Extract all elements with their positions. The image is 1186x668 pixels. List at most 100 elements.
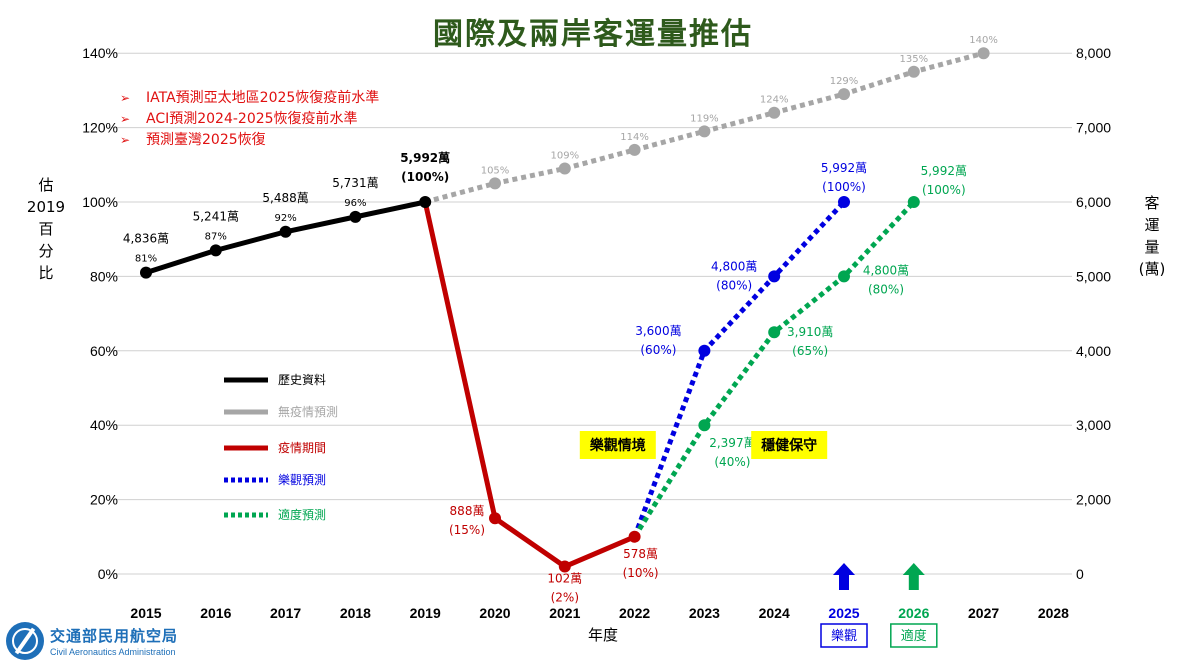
data-label: (100%): [822, 180, 866, 194]
y-left-label-char: 比: [38, 264, 53, 282]
y-right-label-char: 量: [1144, 238, 1159, 256]
data-label: 5,992萬: [821, 161, 867, 175]
logo-name-en: Civil Aeronautics Administration: [50, 647, 176, 657]
data-label: 119%: [690, 113, 719, 124]
y-left-tick-label: 80%: [90, 268, 118, 284]
x-tick-label: 2027: [968, 605, 999, 621]
data-label: 96%: [344, 198, 366, 209]
data-point: [768, 270, 781, 283]
data-point: [558, 162, 571, 175]
x-tick-label: 2026: [898, 605, 929, 621]
y-right-tick-label: 5,000: [1076, 268, 1111, 284]
arrow-bullet-icon: ➢: [120, 112, 131, 126]
scenario-box-label: 樂觀情境: [589, 437, 646, 454]
y-right-tick-label: 4,000: [1076, 343, 1111, 359]
data-label: 4,800萬: [863, 263, 909, 277]
data-label: (40%): [714, 455, 750, 469]
data-label: 3,910萬: [787, 325, 833, 339]
y-left-label-char: 分: [38, 242, 53, 260]
scenario-box-label: 穩健保守: [761, 437, 817, 454]
x-tick-label: 2019: [410, 605, 441, 621]
y-left-label-char: 2019: [27, 198, 65, 216]
x-tick-label: 2022: [619, 605, 650, 621]
x-tick-label: 2021: [549, 605, 580, 621]
data-point: [349, 210, 362, 223]
chart-title: 國際及兩岸客運量推估: [433, 17, 753, 52]
data-label: (100%): [401, 170, 449, 184]
y-right-tick-label: 8,000: [1076, 45, 1111, 61]
data-label: 4,800萬: [711, 259, 757, 273]
legend-label: 適度預測: [278, 507, 326, 522]
legend-label: 無疫情預測: [278, 404, 338, 419]
data-label: (15%): [449, 523, 485, 537]
y-left-tick-label: 40%: [90, 417, 118, 433]
scenario-box: [751, 431, 828, 459]
data-point: [977, 47, 990, 60]
x-tick-label: 2017: [270, 605, 301, 621]
legend-label: 歷史資料: [278, 373, 326, 387]
y-right-label-char: 運: [1144, 216, 1159, 234]
data-point: [489, 177, 501, 190]
data-label: 81%: [135, 254, 157, 265]
data-point: [768, 326, 781, 339]
data-label: (100%): [922, 183, 966, 197]
data-label: 129%: [830, 76, 859, 87]
up-arrow-icon: [833, 563, 855, 590]
data-label: 5,488萬: [262, 191, 308, 205]
data-point: [698, 419, 711, 432]
data-point: [489, 512, 501, 525]
data-label: 5,992萬: [400, 150, 450, 165]
data-point: [838, 88, 850, 101]
data-label: 3,600萬: [635, 324, 681, 338]
data-label: 105%: [481, 165, 510, 176]
recovery-marker-box: [890, 623, 938, 648]
data-label: 109%: [551, 151, 580, 162]
y-left-tick-label: 60%: [90, 343, 118, 359]
caa-seal-icon: [6, 622, 44, 660]
note-item: ➢ IATA預測亞太地區2025恢復疫前水準: [120, 88, 379, 109]
y-right-tick-label: 0: [1076, 566, 1084, 582]
data-point: [628, 530, 641, 543]
caa-logo: 交通部民用航空局 Civil Aeronautics Administratio…: [6, 622, 178, 660]
scenario-box: [579, 431, 656, 459]
data-label: 578萬: [623, 547, 658, 561]
data-point: [698, 125, 711, 138]
data-label: 92%: [274, 213, 296, 224]
up-arrow-icon: [902, 563, 925, 590]
y-right-label-char: 客: [1144, 194, 1159, 212]
recovery-marker-label: 樂觀: [831, 628, 857, 644]
data-point: [279, 225, 292, 238]
data-label: (80%): [868, 282, 904, 296]
data-label: 2,397萬: [709, 436, 755, 450]
x-tick-label: 2015: [130, 605, 161, 621]
x-tick-label: 2020: [479, 605, 510, 621]
y-right-tick-label: 2,000: [1076, 492, 1111, 508]
data-point: [838, 270, 850, 283]
x-axis-label: 年度: [588, 626, 618, 644]
data-point: [838, 196, 850, 208]
series-line-4: [632, 200, 846, 538]
x-tick-label: 2023: [689, 605, 720, 621]
data-point: [558, 560, 571, 573]
data-point: [140, 266, 152, 279]
logo-name-zh: 交通部民用航空局: [50, 627, 179, 645]
y-left-tick-label: 140%: [82, 45, 118, 61]
series-line-5: [632, 200, 916, 539]
recovery-marker-label: 適度: [901, 628, 927, 644]
data-label: 5,992萬: [921, 164, 967, 178]
legend-label: 疫情期間: [278, 440, 326, 455]
data-label: 124%: [760, 95, 789, 106]
x-tick-label: 2016: [200, 605, 231, 621]
x-tick-label: 2028: [1038, 605, 1069, 621]
note-text: 預測臺灣2025恢復: [146, 132, 266, 148]
y-right-tick-label: 7,000: [1076, 120, 1111, 136]
y-left-tick-label: 0%: [98, 566, 118, 582]
data-label: 87%: [205, 231, 227, 242]
y-left-tick-label: 20%: [90, 492, 118, 508]
data-label: 5,241萬: [193, 209, 239, 223]
data-label: 888萬: [450, 504, 485, 518]
data-point: [907, 65, 920, 78]
data-label: 102萬: [547, 572, 582, 586]
